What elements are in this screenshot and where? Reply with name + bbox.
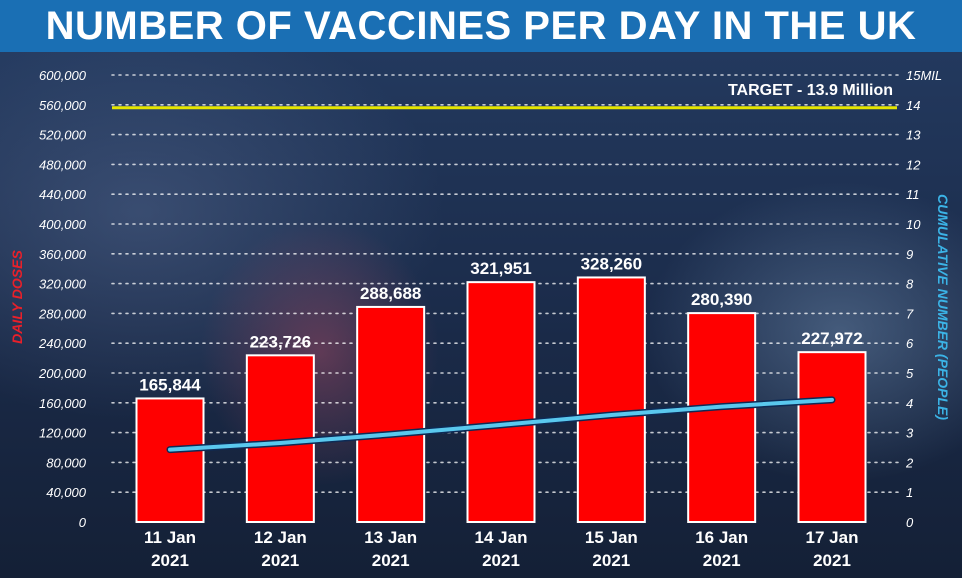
y-tick-label: 320,000 [39,277,87,292]
x-tick-label-date: 14 Jan [475,528,528,547]
bar [356,305,426,523]
y-tick-label: 480,000 [39,157,87,172]
x-tick-label-year: 2021 [703,551,741,570]
bar [576,276,646,523]
bar [797,351,867,523]
bar [687,312,757,523]
bar-data-label: 227,972 [801,329,862,348]
data-labels: 165,844 223,726 288,688 321,951 328,260 280,3… [139,254,862,394]
y2-tick-label: 3 [906,426,914,441]
y2-tick-label: 7 [906,306,914,321]
y2-tick-label: 0 [906,515,914,530]
x-tick-label-year: 2021 [813,551,851,570]
y-tick-label: 280,000 [38,306,87,321]
x-tick-label-date: 12 Jan [254,528,307,547]
y-tick-label: 80,000 [46,455,87,470]
chart-title: NUMBER OF VACCINES PER DAY IN THE UK [45,4,917,48]
x-tick-label-date: 11 Jan [144,528,196,547]
title-bar: NUMBER OF VACCINES PER DAY IN THE UK [0,0,962,52]
y2-tick-label: 4 [906,396,913,411]
y-tick-label: 200,000 [38,366,87,381]
x-axis-ticks: 11 Jan 2021 12 Jan 2021 13 Jan 2021 14 Jan 2021… [144,528,858,570]
bar-data-label: 288,688 [360,284,421,303]
x-tick-label-year: 2021 [592,551,630,570]
bar-data-label: 328,260 [581,254,642,273]
x-tick-label-date: 17 Jan [806,528,859,547]
y2-tick-label: 13 [906,128,921,143]
bar-data-label: 223,726 [250,332,311,351]
y-tick-label: 160,000 [39,396,87,411]
bar-data-label: 280,390 [691,290,752,309]
y2-tick-label: 12 [906,157,921,172]
y-tick-label: 40,000 [46,485,87,500]
y2-tick-label: 11 [906,187,920,202]
x-tick-label-date: 15 Jan [585,528,638,547]
y-tick-label: 0 [79,515,87,530]
bar-data-label: 321,951 [470,259,531,278]
x-tick-label-year: 2021 [151,551,189,570]
y2-tick-label: 9 [906,247,913,262]
bar-data-label: 165,844 [139,375,201,394]
x-tick-label-year: 2021 [372,551,410,570]
bar [466,281,536,524]
y-axis-label: DAILY DOSES [9,250,25,344]
y-axis-ticks: 0 40,000 80,000 120,000 160,000 200,000 240,00… [38,68,87,530]
x-tick-label-date: 16 Jan [695,528,748,547]
y-tick-label: 120,000 [39,426,87,441]
y-tick-label: 360,000 [39,247,87,262]
y2-tick-label: 10 [906,217,921,232]
y-tick-label: 560,000 [39,98,87,113]
y2-tick-label: 6 [906,336,914,351]
y-tick-label: 600,000 [39,68,87,83]
x-tick-label-year: 2021 [482,551,520,570]
y2-tick-label: 15MIL [906,68,942,83]
bar [135,397,205,524]
x-tick-label-date: 13 Jan [364,528,417,547]
cumulative-line-group [166,396,836,454]
target-group: TARGET - 13.9 Million [112,82,897,110]
y-tick-label: 240,000 [38,336,87,351]
y-tick-label: 520,000 [39,128,87,143]
y2-tick-label: 1 [906,485,913,500]
y2-tick-label: 8 [906,277,914,292]
y-tick-label: 440,000 [39,187,87,202]
target-label: TARGET - 13.9 Million [728,82,893,99]
y2-axis-label: CUMULATIVE NUMBER (PEOPLE) [935,194,951,420]
y2-tick-label: 2 [905,455,914,470]
y2-tick-label: 5 [906,366,914,381]
x-tick-label-year: 2021 [261,551,299,570]
y2-tick-label: 14 [906,98,920,113]
y-tick-label: 400,000 [39,217,87,232]
